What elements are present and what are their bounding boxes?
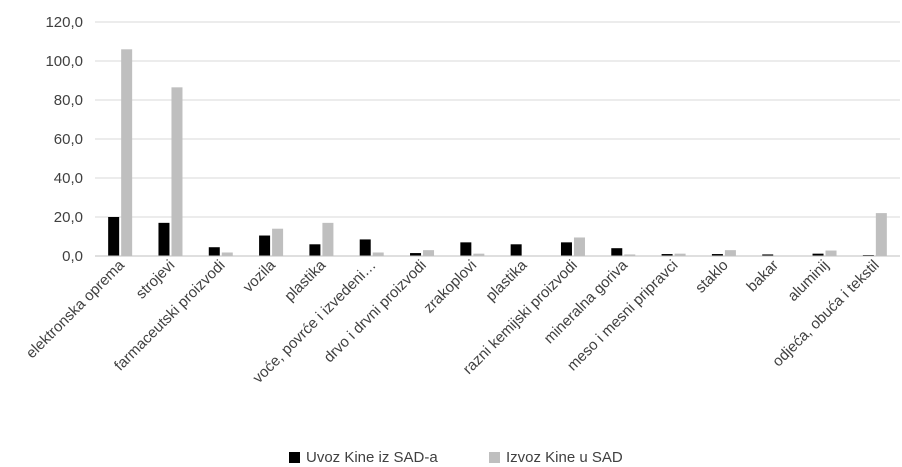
x-tick-label: plastika — [281, 256, 329, 304]
legend-swatch-izvoz — [489, 452, 500, 463]
legend: Uvoz Kine iz SAD-a Izvoz Kine u SAD — [289, 449, 623, 466]
y-tick-label: 20,0 — [54, 209, 83, 226]
bar-izvoz — [573, 237, 585, 256]
bar-izvoz — [221, 252, 233, 256]
y-axis: 0,0 20,0 40,0 60,0 80,0 100,0 120,0 — [45, 14, 83, 265]
bar-izvoz — [875, 213, 887, 256]
bar-uvoz — [560, 242, 572, 256]
y-tick-label: 40,0 — [54, 170, 83, 187]
x-tick-label: plastika — [483, 256, 531, 304]
x-tick-label: aluminij — [784, 257, 832, 305]
bar-uvoz — [108, 217, 120, 256]
bar-uvoz — [611, 248, 623, 256]
bar-uvoz — [359, 239, 371, 256]
bar-uvoz — [460, 242, 472, 256]
bar-izvoz — [724, 250, 736, 256]
bar-izvoz — [825, 250, 837, 256]
bar-izvoz — [322, 222, 334, 256]
bar-izvoz — [423, 250, 435, 256]
x-tick-label: elektronska oprema — [23, 256, 129, 362]
y-tick-label: 120,0 — [45, 14, 83, 31]
bar-uvoz — [661, 254, 673, 256]
bar-uvoz — [762, 254, 774, 256]
x-tick-label: drvo i drvni proizvodi — [321, 257, 430, 366]
y-tick-label: 80,0 — [54, 92, 83, 109]
bar-uvoz — [410, 253, 422, 256]
bars — [108, 49, 887, 256]
y-tick-label: 60,0 — [54, 131, 83, 148]
bar-uvoz — [208, 247, 220, 256]
legend-label-uvoz: Uvoz Kine iz SAD-a — [306, 449, 438, 466]
bar-uvoz — [510, 244, 522, 256]
bar-uvoz — [812, 253, 824, 256]
y-tick-label: 100,0 — [45, 53, 83, 70]
bar-izvoz — [272, 228, 284, 256]
x-tick-label: strojevi — [133, 257, 179, 303]
bar-izvoz — [473, 253, 485, 256]
legend-swatch-uvoz — [289, 452, 300, 463]
legend-label-izvoz: Izvoz Kine u SAD — [506, 449, 623, 466]
x-tick-label: bakar — [743, 257, 782, 296]
bar-uvoz — [711, 254, 723, 256]
bar-uvoz — [158, 222, 170, 256]
bar-izvoz — [372, 252, 384, 256]
gridlines — [95, 21, 900, 257]
x-tick-label: zrakoplovi — [420, 257, 480, 317]
bar-izvoz — [624, 254, 636, 256]
bar-izvoz — [121, 49, 133, 256]
bar-uvoz — [309, 244, 321, 256]
y-tick-label: 0,0 — [62, 248, 83, 265]
bar-izvoz — [674, 253, 686, 256]
x-tick-label: vozila — [240, 256, 280, 296]
bar-izvoz — [171, 87, 183, 256]
x-tick-label: staklo — [692, 257, 732, 297]
bar-uvoz — [259, 235, 271, 256]
